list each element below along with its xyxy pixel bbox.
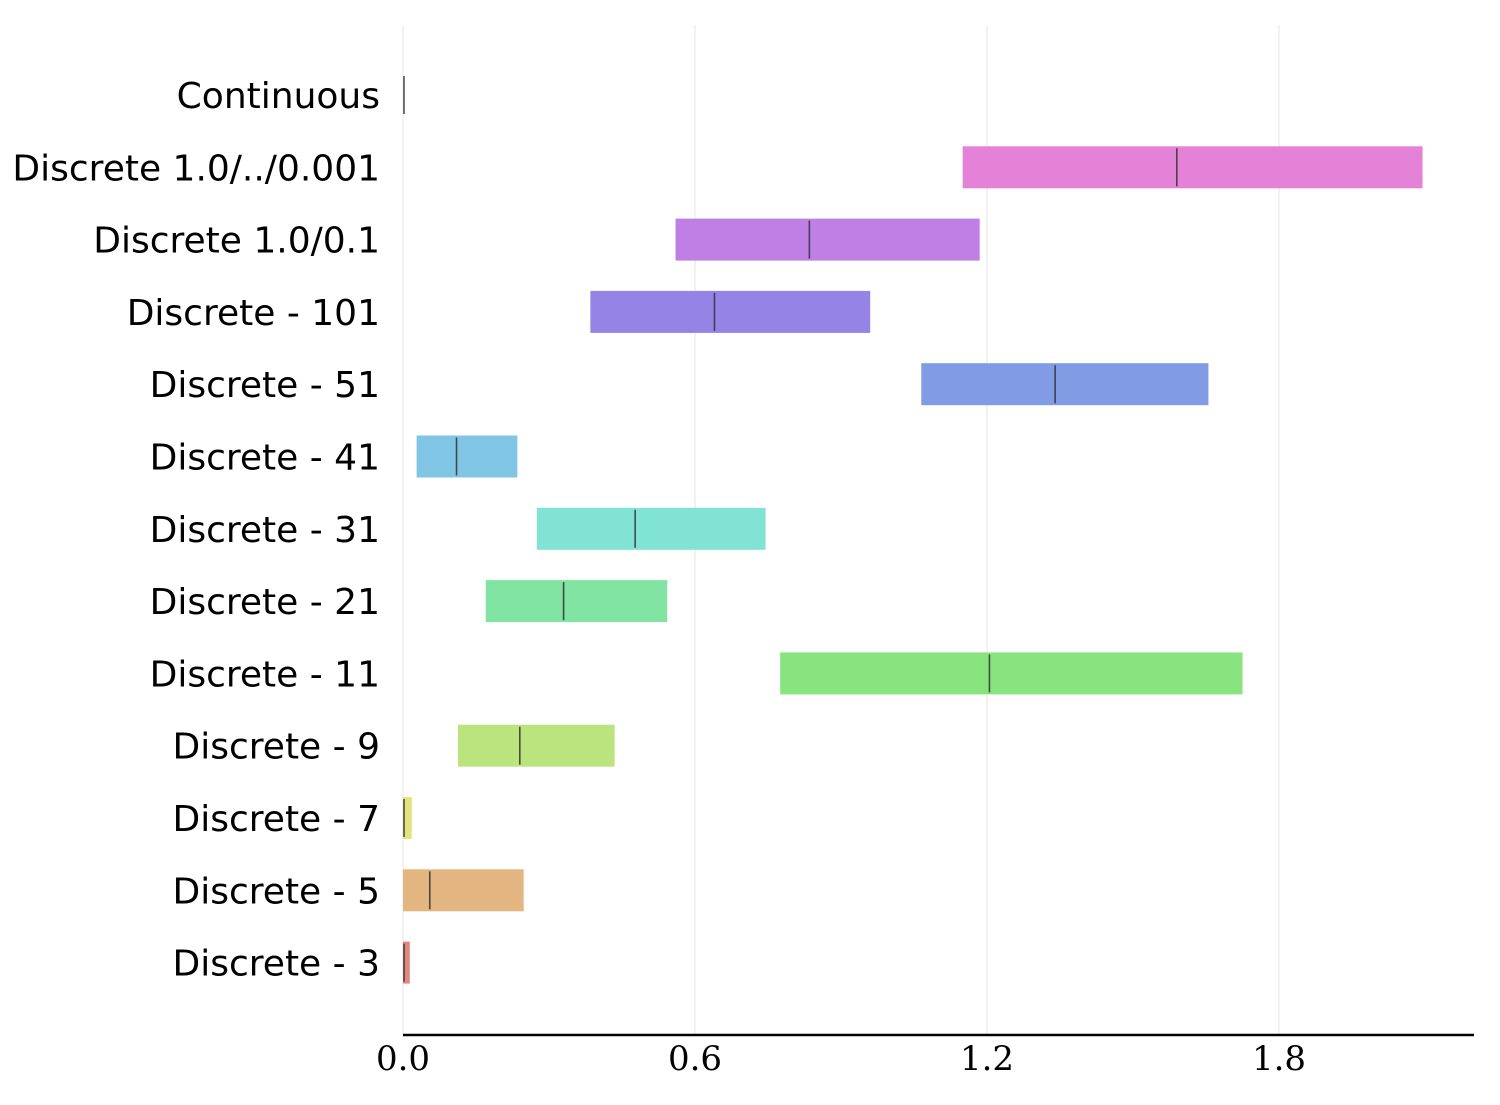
range-bars [403, 76, 1423, 984]
category-label: Discrete 1.0/../0.001 [12, 148, 380, 189]
category-label: Discrete - 41 [150, 438, 380, 479]
range-bar [675, 218, 980, 261]
x-tick-label: 0.6 [668, 1039, 722, 1079]
range-bar [485, 580, 668, 623]
category-label: Discrete - 11 [150, 654, 380, 695]
category-label: Discrete - 21 [150, 582, 380, 623]
range-bar [780, 652, 1243, 695]
range-bar [403, 869, 524, 912]
x-axis: 0.0 0.6 1.2 1.8 [376, 1033, 1474, 1079]
category-label: Discrete - 101 [127, 293, 380, 334]
range-bar [590, 290, 871, 333]
x-tick-label: 1.8 [1252, 1039, 1306, 1079]
range-bar [403, 797, 412, 839]
range-bar [921, 363, 1209, 406]
category-label: Discrete - 7 [173, 799, 380, 840]
category-label: Discrete 1.0/0.1 [93, 221, 380, 262]
category-label: Discrete - 51 [150, 365, 380, 406]
x-tick-label: 0.0 [376, 1039, 430, 1079]
vertical-gridlines [402, 25, 1280, 1035]
x-tick-label: 1.2 [960, 1039, 1014, 1079]
range-bar [536, 507, 766, 550]
category-labels: Continuous Discrete 1.0/../0.001 Discrete … [12, 76, 380, 985]
range-bar [457, 724, 615, 767]
category-label: Discrete - 5 [173, 871, 380, 912]
category-label: Continuous [177, 76, 380, 117]
category-label: Discrete - 3 [173, 944, 380, 985]
range-bar [962, 146, 1423, 189]
category-label: Discrete - 9 [173, 727, 380, 768]
range-bar [416, 435, 518, 478]
category-label: Discrete - 31 [150, 510, 380, 551]
range-bar [403, 941, 410, 984]
